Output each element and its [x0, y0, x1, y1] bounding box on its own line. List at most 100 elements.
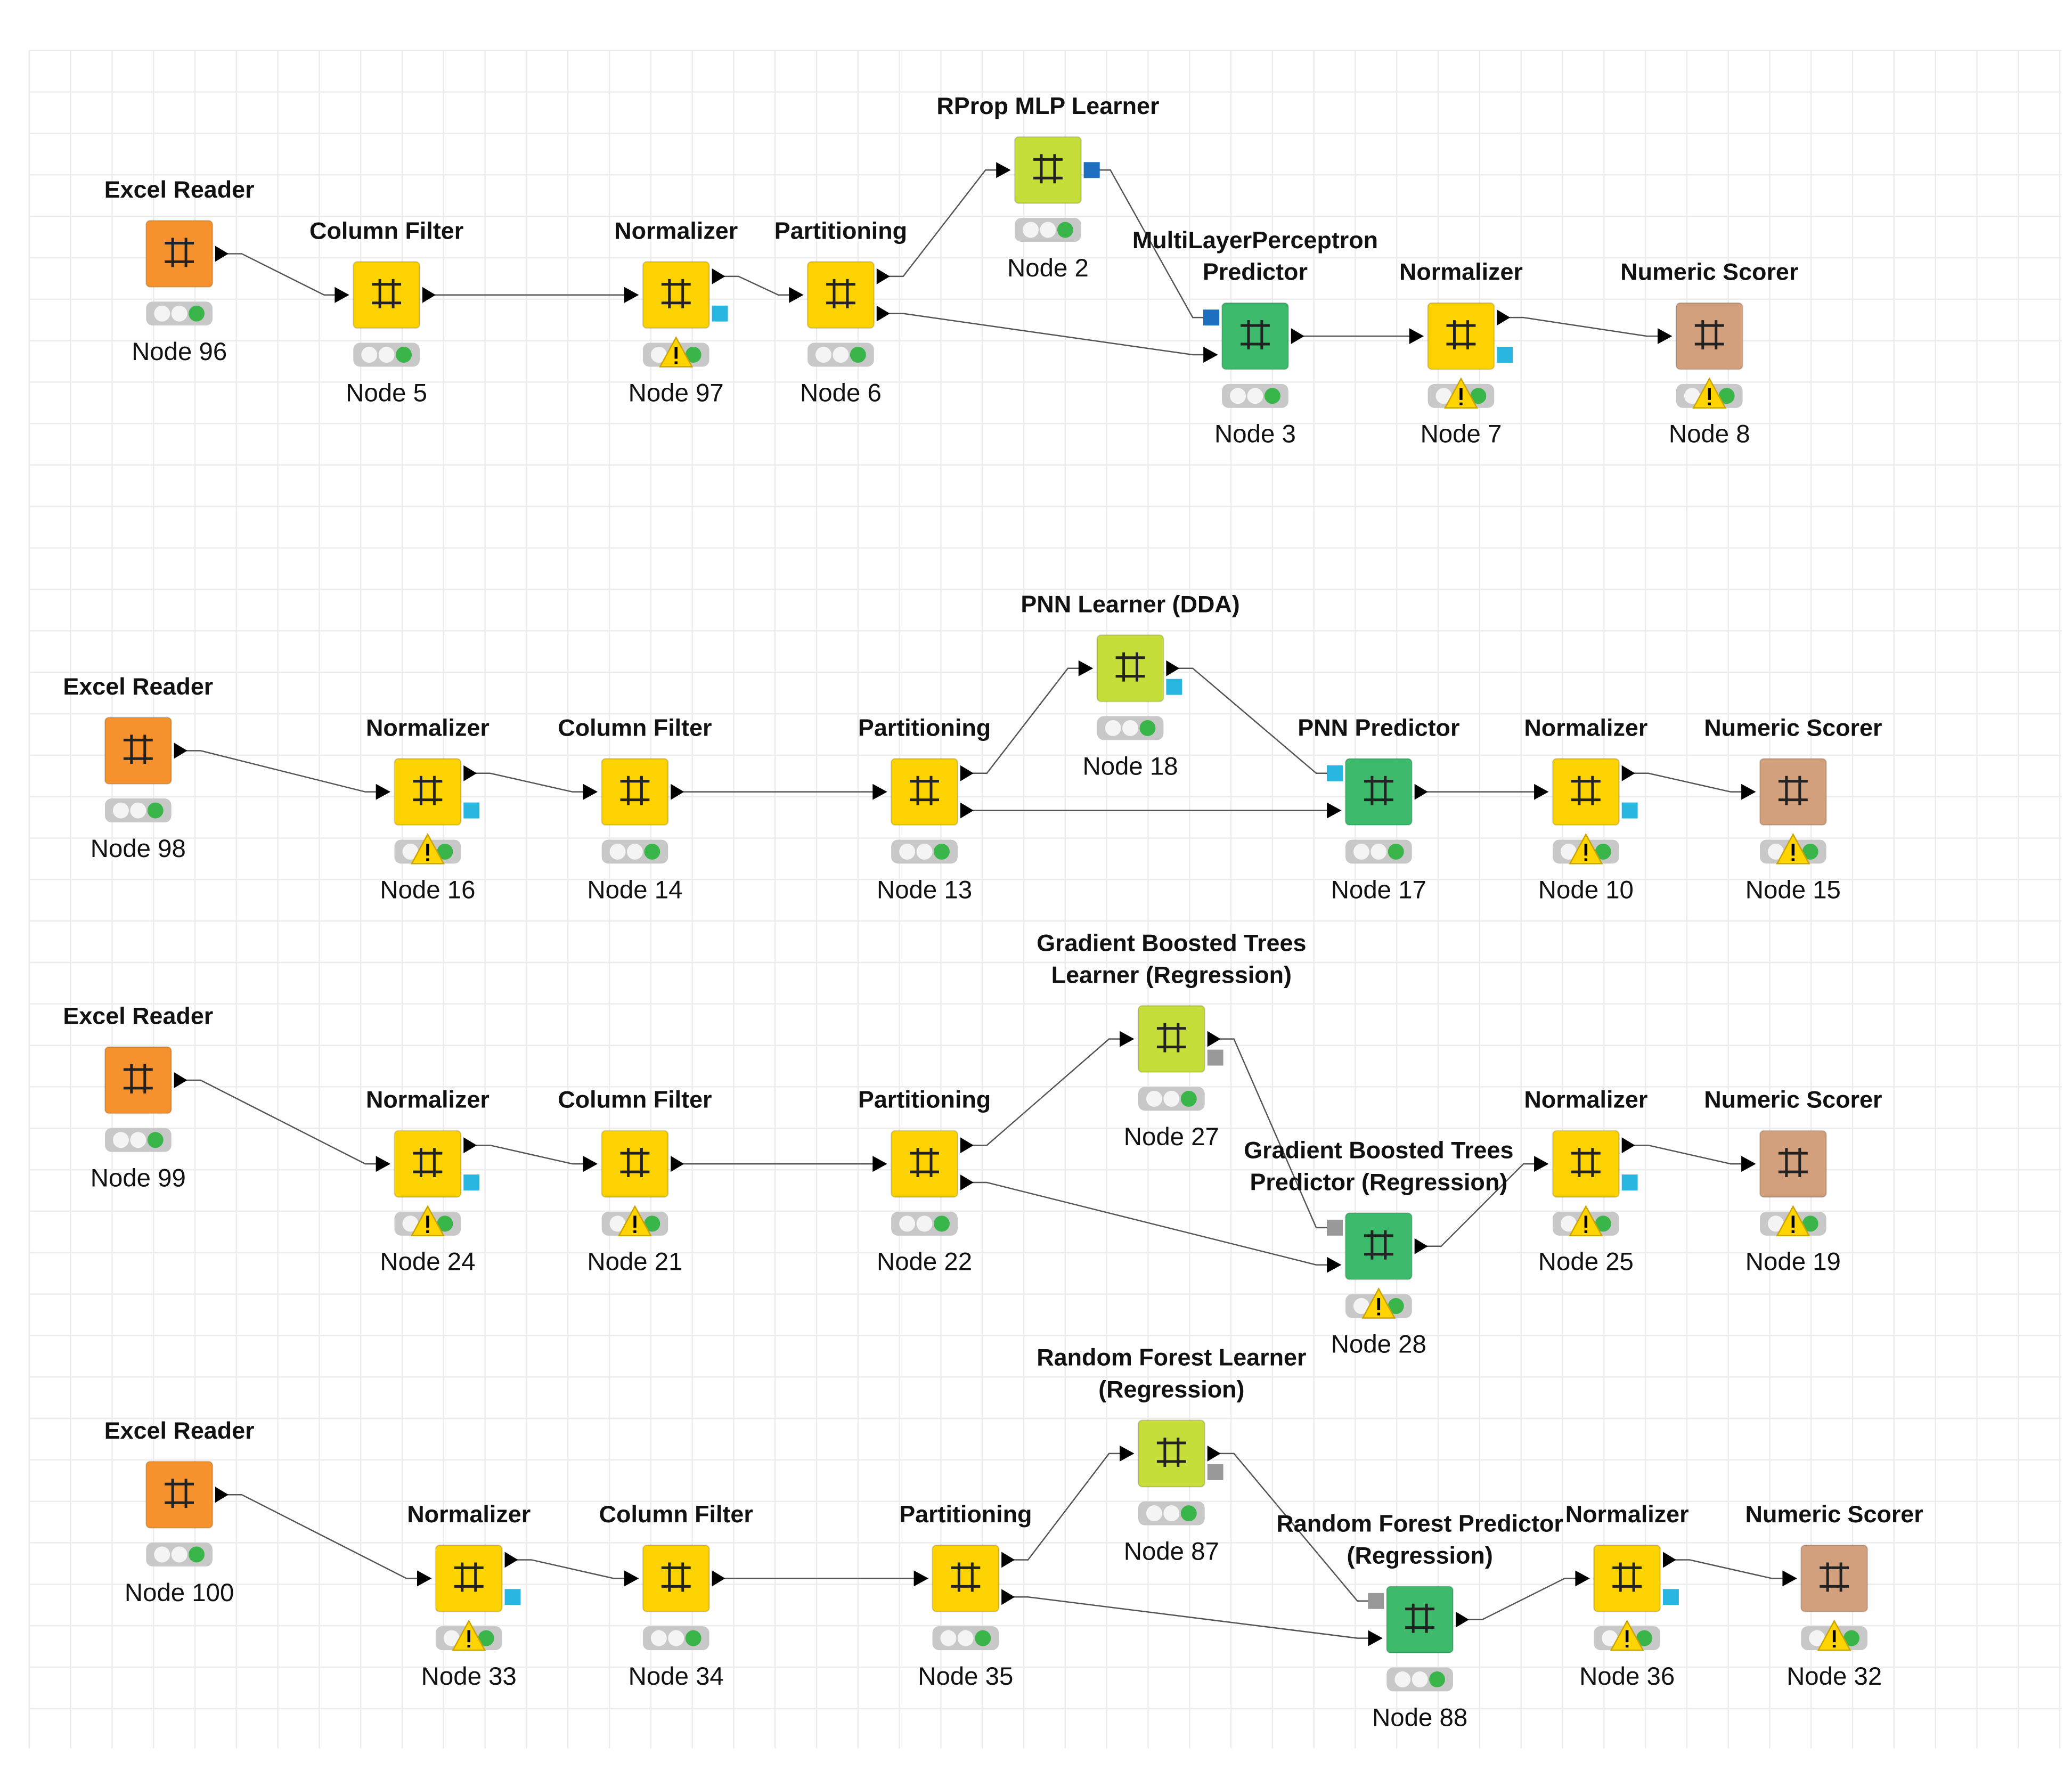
status-light [1122, 720, 1139, 736]
node[interactable]: Partitioning Node 22 [858, 1086, 991, 1276]
model-port [1497, 347, 1513, 363]
status-light [112, 1132, 129, 1148]
node-label: Node 15 [1745, 876, 1841, 904]
node[interactable]: Normalizer Node 36 [1565, 1500, 1689, 1691]
node-title: PNN Learner (DDA) [1021, 590, 1239, 617]
status-light [147, 1132, 164, 1148]
nodes: Excel Reader Node 96 Column Filter Node 5 No… [63, 92, 1923, 1732]
node-glyph [1405, 1603, 1435, 1633]
node-icon [1344, 758, 1413, 826]
node[interactable]: Random Forest Learner (Regression) Node 87 [1037, 1344, 1306, 1566]
node[interactable]: Normalizer Node 7 [1399, 258, 1523, 448]
status-light [1718, 388, 1735, 404]
status-light [154, 1546, 170, 1563]
node-title: Partitioning [858, 714, 991, 741]
node[interactable]: Partitioning Node 6 [774, 217, 907, 407]
node[interactable]: Excel Reader Node 99 [63, 1002, 213, 1193]
node[interactable]: Random Forest Predictor (Regression) Node … [1276, 1509, 1563, 1732]
in-port [583, 1156, 598, 1172]
node[interactable]: Gradient Boosted Trees Predictor (Regress… [1244, 1137, 1513, 1359]
node[interactable]: Partitioning Node 35 [899, 1500, 1032, 1691]
node[interactable]: PNN Learner (DDA) Node 18 [1021, 590, 1239, 780]
node[interactable]: Numeric Scorer Node 32 [1745, 1500, 1923, 1691]
node-glyph [165, 238, 194, 267]
node[interactable]: Normalizer Node 33 [407, 1500, 531, 1691]
in-port [1658, 328, 1673, 345]
out-port [1662, 1552, 1676, 1568]
node[interactable]: PNN Predictor Node 17 [1298, 714, 1459, 904]
node[interactable]: Normalizer Node 16 [366, 714, 490, 904]
connection [1009, 1453, 1128, 1561]
status-light [396, 347, 412, 363]
status-light [130, 1132, 146, 1148]
status-light [815, 347, 831, 363]
node[interactable]: Numeric Scorer Node 8 [1620, 258, 1798, 448]
status-light [1264, 388, 1280, 404]
out-port [960, 802, 974, 819]
node[interactable]: Column Filter Node 34 [599, 1500, 753, 1691]
out-port [215, 246, 229, 262]
status-light [1767, 1215, 1784, 1232]
status-light [975, 1630, 991, 1646]
node-icon [1221, 302, 1290, 370]
status-light [685, 347, 701, 363]
in-port [1575, 1570, 1590, 1587]
node-icon [104, 716, 172, 785]
status-light [933, 1215, 950, 1232]
node-title: Numeric Scorer [1745, 1500, 1923, 1528]
in-port [376, 784, 391, 800]
node-title: Predictor [1203, 258, 1308, 285]
status-light [1023, 222, 1039, 238]
status-light [130, 802, 146, 819]
node-label: Node 34 [629, 1662, 724, 1691]
connection [968, 1038, 1128, 1146]
node[interactable]: Normalizer Node 25 [1524, 1086, 1647, 1276]
node[interactable]: RProp MLP Learner Node 2 [936, 92, 1159, 282]
in-port [1534, 784, 1549, 800]
node-label: Node 99 [91, 1164, 186, 1193]
node[interactable]: MultiLayerPerceptron Predictor Node 3 [1132, 226, 1378, 448]
connection [1174, 667, 1335, 774]
node-label: Node 7 [1421, 420, 1502, 448]
connection [471, 772, 591, 793]
node[interactable]: Numeric Scorer Node 15 [1704, 714, 1882, 904]
node[interactable]: Normalizer Node 97 [614, 217, 738, 407]
node-glyph [1571, 776, 1601, 805]
node-glyph [1571, 1148, 1601, 1178]
node-label: Node 19 [1745, 1248, 1841, 1276]
node-label: Node 16 [380, 876, 475, 904]
node-label: Node 18 [1082, 752, 1178, 780]
model-port [463, 802, 480, 819]
status-light [1435, 388, 1452, 404]
node[interactable]: Excel Reader Node 96 [104, 176, 255, 366]
connection [1629, 772, 1750, 793]
node[interactable]: Column Filter Node 21 [558, 1086, 712, 1276]
out-port [1497, 309, 1511, 326]
node[interactable]: Normalizer Node 10 [1524, 714, 1647, 904]
node-glyph [661, 279, 691, 308]
status-light [1809, 1630, 1825, 1646]
status-light [1843, 1630, 1860, 1646]
node-icon [1593, 1544, 1661, 1612]
node-glyph [1820, 1562, 1849, 1592]
node[interactable]: Excel Reader Node 98 [63, 673, 213, 863]
node-glyph [1694, 320, 1724, 350]
node[interactable]: Partitioning Node 13 [858, 714, 991, 904]
connection [1629, 1144, 1750, 1165]
node[interactable]: Column Filter Node 14 [558, 714, 712, 904]
in-port [789, 287, 804, 303]
status-light [626, 843, 643, 860]
status-light [1180, 1505, 1197, 1522]
node-icon [890, 758, 959, 826]
status-light [899, 843, 916, 860]
node-label: Node 28 [1331, 1330, 1426, 1358]
out-port [671, 784, 684, 800]
node[interactable]: Gradient Boosted Trees Learner (Regressio… [1037, 929, 1306, 1151]
node-label: Node 13 [877, 876, 972, 904]
status-light [1595, 1215, 1611, 1232]
node[interactable]: Column Filter Node 5 [309, 217, 463, 407]
node[interactable]: Numeric Scorer Node 19 [1704, 1086, 1882, 1276]
node[interactable]: Excel Reader Node 100 [104, 1417, 255, 1607]
node-icon [890, 1130, 959, 1198]
node[interactable]: Normalizer Node 24 [366, 1086, 490, 1276]
